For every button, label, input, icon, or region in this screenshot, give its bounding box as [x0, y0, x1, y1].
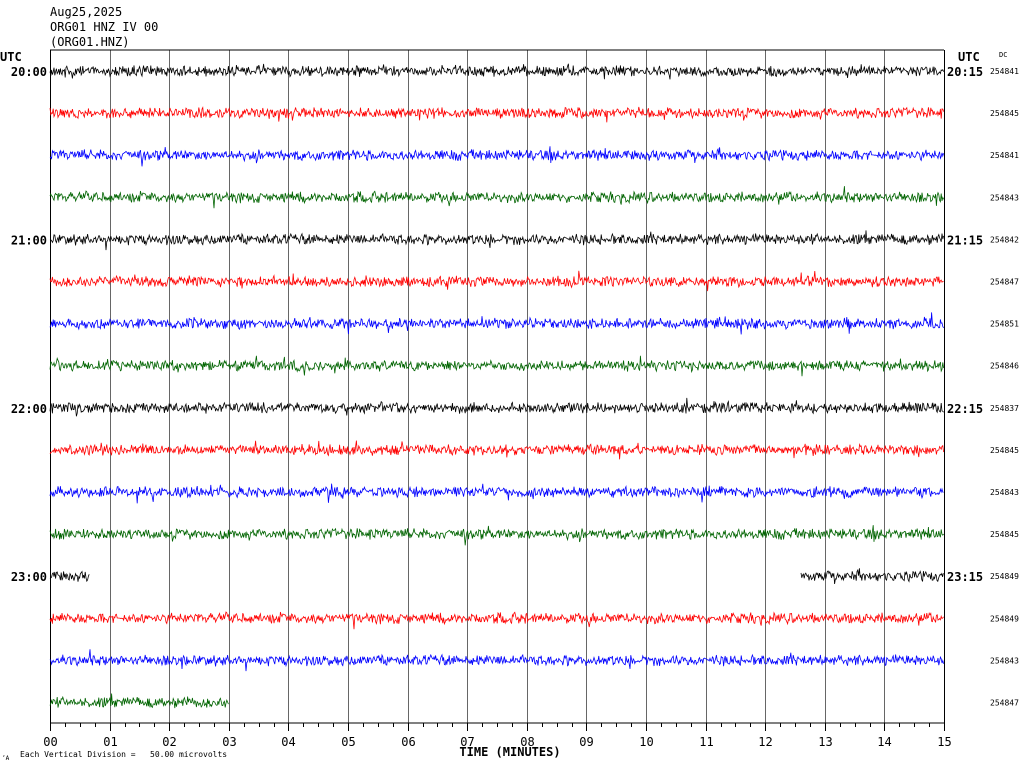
dc-value: 254843 — [990, 193, 1019, 202]
channel-label: (ORG01.HNZ) — [50, 35, 129, 49]
trace-line — [49, 397, 944, 417]
dc-value: 254845 — [990, 109, 1019, 118]
left-hour-labels: 20:00 21:00 22:00 23:00 — [11, 65, 47, 584]
right-utc-label: UTC — [958, 50, 980, 64]
station-label: ORG01 HNZ IV 00 — [50, 20, 158, 34]
dc-header-label: DC — [999, 51, 1007, 59]
hour-label-right: 22:15 — [947, 402, 983, 416]
time-grid — [50, 49, 945, 724]
dc-value: 254845 — [990, 530, 1019, 539]
dc-value: 254847 — [990, 278, 1019, 287]
trace-line — [49, 649, 944, 672]
x-tick-label: 12 — [758, 735, 772, 749]
trace-line — [49, 525, 944, 546]
dc-value: 254846 — [990, 362, 1019, 371]
trace-line — [49, 483, 944, 504]
hour-label-left: 20:00 — [11, 65, 47, 79]
x-tick-label: 06 — [401, 735, 415, 749]
dc-value: 254841 — [990, 151, 1019, 160]
trace-line — [49, 440, 944, 460]
x-tick-label: 11 — [699, 735, 713, 749]
trace-line — [49, 570, 90, 583]
trace-line — [49, 106, 944, 123]
trace-line — [49, 312, 944, 335]
x-tick-label: 09 — [579, 735, 593, 749]
x-tick-label: 05 — [341, 735, 355, 749]
trace-line — [49, 230, 944, 251]
hour-label-right: 21:15 — [947, 233, 983, 247]
x-tick-label: 15 — [937, 735, 951, 749]
x-tick-label: 04 — [281, 735, 295, 749]
hour-label-right: 23:15 — [947, 570, 983, 584]
hour-label-left: 21:00 — [11, 233, 47, 247]
x-tick-label: 14 — [877, 735, 891, 749]
x-tick-label: 00 — [43, 735, 57, 749]
dc-value: 254845 — [990, 446, 1019, 455]
x-tick-label: 02 — [162, 735, 176, 749]
x-tick-label: 08 — [520, 735, 534, 749]
hour-label-left: 23:00 — [11, 570, 47, 584]
x-tick-label: 13 — [818, 735, 832, 749]
dc-value: 254841 — [990, 67, 1019, 76]
trace-line — [49, 146, 944, 167]
trace-line — [49, 611, 944, 630]
scale-note: Each Vertical Division = 50.00 microvolt… — [20, 750, 227, 759]
seismic-traces — [49, 63, 944, 709]
dc-value-labels: 254841 254845 254841 254843 254842 254847 2548… — [990, 67, 1019, 708]
x-tick-label: 10 — [639, 735, 653, 749]
dc-value: 254837 — [990, 404, 1019, 413]
trace-line — [800, 568, 944, 585]
x-axis: 00 01 02 03 04 05 06 07 08 09 10 11 12 13 14 15 — [43, 723, 952, 749]
dc-value: 254842 — [990, 235, 1019, 244]
dc-value: 254843 — [990, 488, 1019, 497]
corner-mark: ‘A — [2, 755, 10, 762]
dc-value: 254849 — [990, 572, 1019, 581]
date-label: Aug25,2025 — [50, 5, 122, 19]
x-tick-label: 03 — [222, 735, 236, 749]
trace-line — [49, 355, 944, 377]
trace-line — [49, 693, 229, 709]
dc-value: 254847 — [990, 699, 1019, 708]
x-tick-label: 07 — [460, 735, 474, 749]
x-tick-label: 01 — [103, 735, 117, 749]
trace-line — [49, 270, 944, 292]
trace-line — [49, 186, 944, 209]
x-axis-title: TIME (MINUTES) — [459, 745, 560, 759]
trace-line — [49, 63, 944, 80]
dc-value: 254849 — [990, 614, 1019, 623]
dc-value: 254843 — [990, 656, 1019, 665]
hour-label-right: 20:15 — [947, 65, 983, 79]
right-hour-labels: 20:15 21:15 22:15 23:15 — [947, 65, 983, 584]
hour-label-left: 22:00 — [11, 402, 47, 416]
dc-value: 254851 — [990, 320, 1019, 329]
left-utc-label: UTC — [0, 50, 22, 64]
